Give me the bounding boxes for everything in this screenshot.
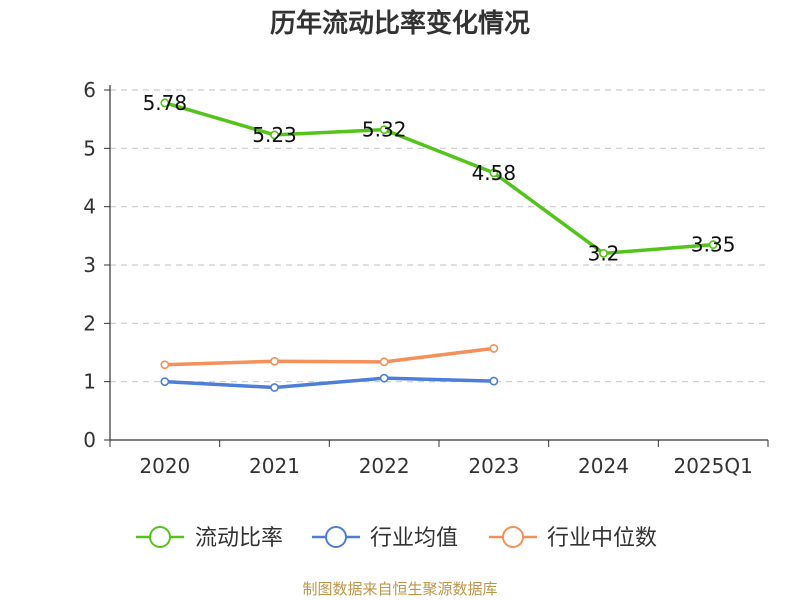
data-label: 4.58 [472,161,517,185]
data-point [160,377,170,387]
data-point [270,383,279,392]
series-line [164,346,495,367]
chart-title: 历年流动比率变化情况 [270,8,530,39]
y-tick-label: 3 [83,253,96,277]
legend-label: 行业均值 [370,526,458,551]
data-point [160,98,170,108]
legend-label: 行业中位数 [547,526,657,551]
legend-marker [149,526,171,548]
series-line [164,376,494,390]
data-point [708,240,718,249]
y-tick-label: 2 [83,311,96,335]
data-point [160,360,170,370]
x-tick-label: 2023 [468,454,519,478]
data-point [489,376,499,386]
series-line [164,101,714,256]
y-tick-label: 5 [83,136,96,160]
x-tick-label: 2024 [578,454,629,478]
data-point [489,344,499,353]
x-tick-label: 2020 [139,454,190,478]
data-point [270,356,279,366]
data-point [379,373,389,383]
data-point [379,357,389,367]
y-tick-label: 6 [83,78,96,102]
data-point [379,125,389,135]
data-label: 5.78 [143,91,188,115]
data-label: 3.35 [691,233,736,257]
legend-marker [502,526,524,548]
y-tick-label: 0 [83,428,96,452]
x-tick-label: 2025Q1 [673,454,752,478]
legend-marker [325,526,347,548]
data-label: 5.23 [252,123,297,147]
data-point [599,248,608,258]
y-tick-label: 1 [83,370,96,394]
source-footer: 制图数据来自恒生聚源数据库 [302,580,498,598]
y-tick-label: 4 [83,195,96,219]
legend-label: 流动比率 [195,526,283,551]
data-label: 5.32 [362,118,407,142]
x-tick-label: 2021 [249,454,300,478]
x-tick-label: 2022 [359,454,410,478]
data-point [489,168,499,178]
data-label: 3.2 [588,241,620,265]
data-point [270,130,279,140]
